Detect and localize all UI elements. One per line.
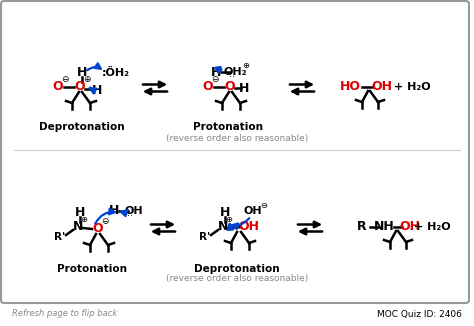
Text: + H₂O: + H₂O (414, 222, 450, 232)
Text: H: H (92, 83, 102, 96)
Text: Protonation: Protonation (57, 264, 127, 274)
Text: ⊕: ⊕ (81, 215, 88, 225)
Text: HO: HO (339, 81, 361, 94)
Text: :ÖH₂: :ÖH₂ (102, 68, 130, 78)
Text: H: H (239, 82, 249, 95)
Text: ⊕: ⊕ (243, 61, 249, 69)
Text: H: H (109, 204, 119, 217)
Text: H: H (77, 67, 87, 80)
Text: (reverse order also reasonable): (reverse order also reasonable) (166, 274, 308, 283)
Text: OH: OH (238, 220, 259, 233)
Text: O: O (75, 81, 85, 94)
Text: Refresh page to flip back: Refresh page to flip back (12, 309, 117, 319)
Text: R': R' (55, 232, 65, 242)
Text: + H₂O: + H₂O (394, 82, 430, 92)
Text: O: O (53, 81, 64, 94)
Text: H: H (211, 66, 221, 79)
Text: OH₂: OH₂ (223, 67, 247, 77)
Text: ⊖: ⊖ (61, 76, 69, 84)
Text: R: R (357, 220, 367, 233)
Text: Deprotonation: Deprotonation (39, 122, 125, 132)
Text: ⊖: ⊖ (211, 76, 219, 84)
Text: N: N (73, 220, 83, 233)
Text: ⊖: ⊖ (261, 201, 267, 211)
Text: R': R' (200, 232, 210, 242)
Text: OH: OH (244, 206, 262, 216)
Text: MOC Quiz ID: 2406: MOC Quiz ID: 2406 (377, 309, 462, 319)
Text: Deprotonation: Deprotonation (194, 264, 280, 274)
Text: ⊕: ⊕ (226, 215, 233, 225)
Text: Protonation: Protonation (193, 122, 263, 132)
Text: ··: ·· (127, 211, 133, 221)
Text: N: N (218, 220, 228, 233)
Text: OH: OH (125, 206, 143, 216)
Text: O: O (93, 223, 103, 235)
FancyBboxPatch shape (1, 1, 469, 303)
Text: (reverse order also reasonable): (reverse order also reasonable) (166, 134, 308, 142)
Text: OH: OH (372, 81, 392, 94)
Text: ⊖: ⊖ (101, 217, 109, 227)
Text: ⊕: ⊕ (83, 76, 91, 84)
Text: O: O (203, 81, 213, 94)
Text: NH: NH (374, 220, 394, 233)
Text: H: H (75, 206, 85, 219)
Text: H: H (220, 206, 230, 219)
Text: ··: ·· (229, 72, 235, 82)
Text: O: O (225, 81, 235, 94)
Text: OH: OH (400, 220, 420, 233)
